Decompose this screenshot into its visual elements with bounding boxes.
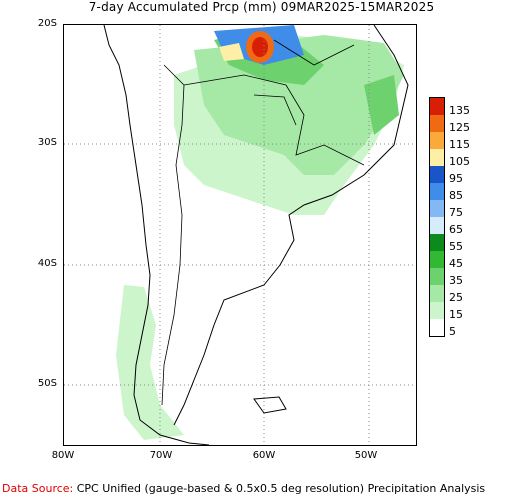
lat-label-20s: 20S — [37, 18, 57, 29]
legend-swatch — [430, 132, 444, 149]
legend-label: 95 — [449, 172, 463, 185]
legend-swatch — [430, 217, 444, 234]
legend-swatch — [430, 98, 444, 115]
legend-label: 115 — [449, 138, 470, 151]
legend-swatch — [430, 115, 444, 132]
legend-label: 25 — [449, 291, 463, 304]
legend-swatch — [430, 149, 444, 166]
legend-swatch — [430, 200, 444, 217]
legend-label: 15 — [449, 308, 463, 321]
legend-label: 135 — [449, 104, 470, 117]
legend-swatch — [430, 183, 444, 200]
map-canvas — [64, 25, 416, 445]
legend-swatch — [430, 302, 444, 319]
map-title: 7-day Accumulated Prcp (mm) 09MAR2025-15… — [88, 0, 435, 14]
legend-label: 125 — [449, 121, 470, 134]
data-source-note: Data Source: CPC Unified (gauge-based & … — [2, 482, 485, 495]
data-source-lead: Data Source: — [2, 482, 74, 495]
lat-label-30s: 30S — [37, 137, 57, 148]
legend-label: 35 — [449, 274, 463, 287]
graticule — [64, 25, 416, 445]
country-borders — [161, 39, 365, 406]
color-scale-legend — [429, 97, 445, 337]
legend-swatch — [430, 251, 444, 268]
lon-label-50w: 50W — [354, 450, 378, 461]
data-source-text: CPC Unified (gauge-based & 0.5x0.5 deg r… — [73, 482, 486, 495]
lon-label-80w: 80W — [51, 450, 75, 461]
legend-swatch — [430, 166, 444, 183]
lat-label-50s: 50S — [37, 378, 57, 389]
legend-swatch — [430, 268, 444, 285]
legend-label: 65 — [449, 223, 463, 236]
legend-label: 75 — [449, 206, 463, 219]
legend-swatch — [430, 285, 444, 302]
legend-label: 45 — [449, 257, 463, 270]
legend-label: 55 — [449, 240, 463, 253]
lon-label-60w: 60W — [252, 450, 276, 461]
lat-label-40s: 40S — [37, 258, 57, 269]
legend-swatch — [430, 319, 444, 336]
coastlines — [103, 25, 409, 445]
lon-label-70w: 70W — [149, 450, 173, 461]
legend-label: 105 — [449, 155, 470, 168]
precipitation-map — [63, 24, 417, 446]
legend-swatch — [430, 234, 444, 251]
legend-label: 5 — [449, 325, 456, 338]
legend-label: 85 — [449, 189, 463, 202]
